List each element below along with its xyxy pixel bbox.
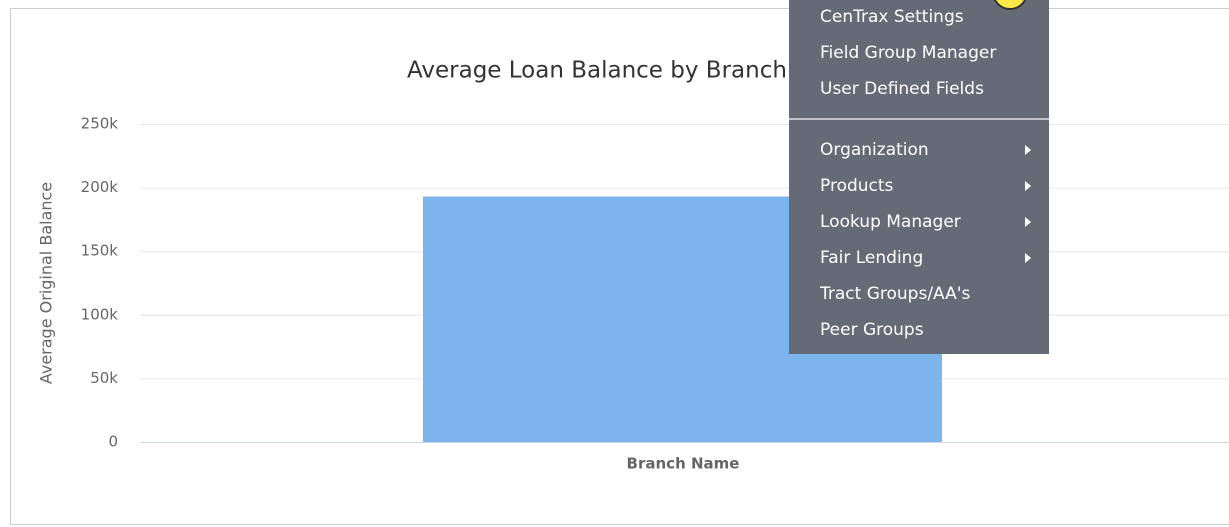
- y-tick-label: 150k: [81, 242, 119, 260]
- submenu-arrow: [1025, 181, 1031, 191]
- y-tick-label: 250k: [81, 115, 119, 133]
- y-axis-label: Average Original Balance: [37, 182, 56, 384]
- menu-item[interactable]: Organization: [820, 140, 929, 160]
- menu-item[interactable]: User Defined Fields: [820, 79, 984, 99]
- menu-item[interactable]: Fair Lending: [820, 248, 923, 268]
- submenu-arrow: [1025, 253, 1031, 263]
- submenu-arrow: [1025, 217, 1031, 227]
- chart-title: Average Loan Balance by Branch: [407, 58, 787, 84]
- menu-item[interactable]: CenTrax Settings: [820, 7, 964, 27]
- y-tick-label: 50k: [90, 369, 118, 387]
- submenu-arrow: [1025, 145, 1031, 155]
- menu-item[interactable]: Tract Groups/AA's: [819, 284, 970, 304]
- menu-item[interactable]: Lookup Manager: [820, 212, 961, 232]
- cursor-highlight: [993, 0, 1027, 10]
- y-tick-label: 0: [108, 433, 118, 451]
- dropdown-menu: CenTrax Settings Field Group Manager User …: [789, 0, 1049, 354]
- menu-item[interactable]: Peer Groups: [820, 320, 924, 340]
- y-tick-label: 200k: [81, 178, 119, 196]
- x-axis-label: Branch Name: [627, 455, 740, 473]
- menu-item[interactable]: Products: [820, 176, 894, 196]
- y-tick-label: 100k: [81, 305, 119, 323]
- menu-panel: [789, 0, 1049, 354]
- menu-item[interactable]: Field Group Manager: [820, 43, 996, 63]
